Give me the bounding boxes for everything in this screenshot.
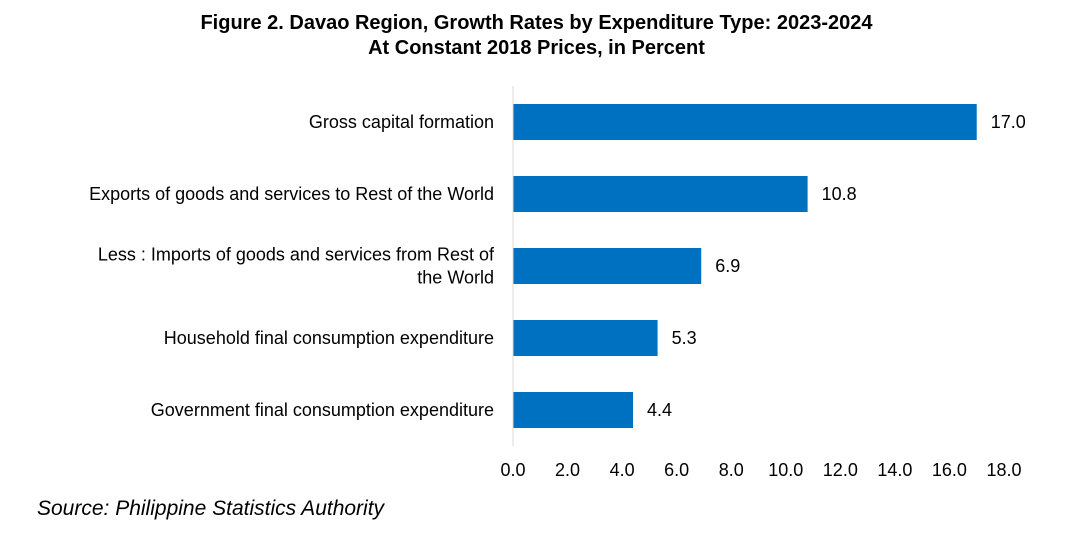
bar	[513, 392, 634, 428]
x-tick-label: 0.0	[500, 460, 525, 480]
bar	[513, 176, 808, 212]
chart-subtitle: At Constant 2018 Prices, in Percent	[368, 37, 705, 59]
x-tick-label: 6.0	[664, 460, 689, 480]
x-tick-label: 16.0	[932, 460, 967, 480]
bar	[513, 104, 977, 140]
data-labels-group: 17.0 10.8 6.9 5.3 4.4	[647, 112, 1026, 420]
x-tick-label: 14.0	[877, 460, 912, 480]
bars-group	[513, 104, 977, 428]
category-label: Less : Imports of goods and services fro…	[98, 245, 495, 288]
category-label: Gross capital formation	[309, 112, 494, 132]
data-label: 17.0	[991, 112, 1026, 132]
source-note: Source: Philippine Statistics Authority	[37, 497, 385, 520]
data-label: 4.4	[647, 400, 672, 420]
data-label: 5.3	[672, 328, 697, 348]
bar	[513, 248, 702, 284]
data-label: 10.8	[822, 184, 857, 204]
x-tick-label: 8.0	[719, 460, 744, 480]
chart-title: Figure 2. Davao Region, Growth Rates by …	[200, 12, 873, 34]
x-tick-label: 18.0	[986, 460, 1021, 480]
category-label: Exports of goods and services to Rest of…	[89, 184, 494, 204]
x-axis-ticks-group: 0.0 2.0 4.0 6.0 8.0 10.0 12.0 14.0 16.0 18.0	[500, 460, 1021, 480]
bar	[513, 320, 658, 356]
x-tick-label: 4.0	[610, 460, 635, 480]
x-tick-label: 2.0	[555, 460, 580, 480]
category-label: Government final consumption expenditure	[151, 400, 494, 420]
x-tick-label: 10.0	[768, 460, 803, 480]
x-tick-label: 12.0	[823, 460, 858, 480]
category-label: Household final consumption expenditure	[164, 328, 494, 348]
category-labels-group: Gross capital formation Exports of goods …	[89, 112, 495, 420]
data-label: 6.9	[715, 256, 740, 276]
